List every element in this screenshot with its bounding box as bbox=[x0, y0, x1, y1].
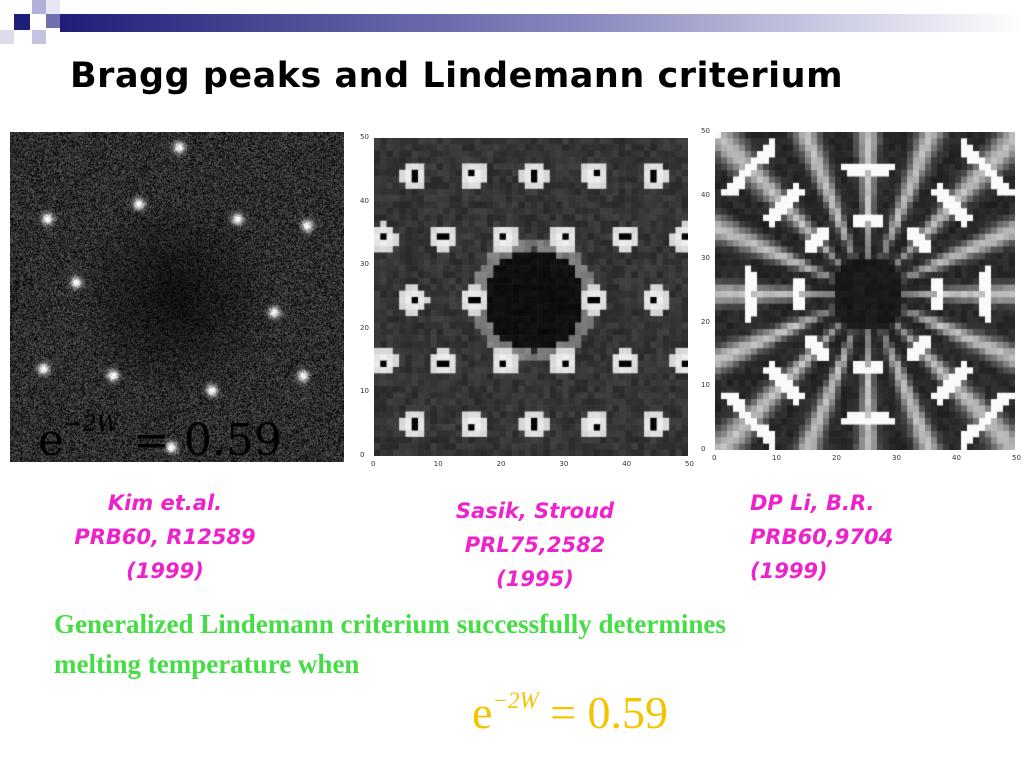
x-tick-label: 10 bbox=[433, 460, 443, 468]
caption-li: DP Li, B.R. PRB60,9704 (1999) bbox=[750, 491, 894, 583]
corner-decoration bbox=[0, 0, 1024, 44]
corner-square bbox=[46, 14, 60, 28]
x-tick-label: 30 bbox=[559, 460, 569, 468]
corner-square bbox=[46, 0, 60, 14]
x-tick-label: 10 bbox=[772, 454, 781, 462]
x-tick-label: 20 bbox=[496, 460, 506, 468]
x-tick-label: 20 bbox=[832, 454, 841, 462]
x-tick-label: 50 bbox=[1012, 454, 1021, 462]
corner-square bbox=[32, 30, 46, 44]
caption-sasik: Sasik, Stroud PRL75,2582 (1995) bbox=[455, 499, 615, 591]
y-tick-label: 0 bbox=[701, 445, 706, 453]
x-tick-label: 40 bbox=[622, 460, 632, 468]
diffraction-image-kim: e−2W = 0.59 bbox=[10, 132, 344, 466]
x-tick-label: 0 bbox=[371, 460, 376, 468]
corner-square bbox=[32, 0, 46, 14]
diffraction-canvas-left bbox=[10, 132, 344, 462]
caption-kim: Kim et.al. PRB60, R12589 (1999) bbox=[74, 491, 256, 583]
corner-gradient-bar bbox=[60, 14, 1024, 32]
y-tick-label: 10 bbox=[360, 387, 369, 396]
x-tick-label: 50 bbox=[685, 460, 694, 468]
y-tick-label: 50 bbox=[701, 127, 710, 135]
y-tick-label: 50 bbox=[360, 133, 369, 141]
y-tick-label: 10 bbox=[701, 381, 710, 390]
y-tick-label: 40 bbox=[360, 196, 369, 205]
slide-title: Bragg peaks and Lindemann criterium bbox=[70, 56, 844, 96]
corner-square bbox=[14, 14, 30, 30]
lindemann-formula: e−2W = 0.59 bbox=[472, 687, 669, 738]
structure-factor-canvas-mid bbox=[374, 138, 688, 456]
y-tick-label: 0 bbox=[360, 451, 365, 459]
y-tick-label: 30 bbox=[360, 260, 369, 269]
y-tick-label: 40 bbox=[701, 190, 710, 199]
x-tick-label: 40 bbox=[952, 454, 961, 462]
structure-factor-sasik: 0 10 20 30 40 50 0 10 20 30 40 50 bbox=[350, 130, 694, 470]
y-tick-label: 30 bbox=[701, 254, 710, 263]
x-tick-label: 30 bbox=[892, 454, 901, 462]
structure-factor-canvas-right bbox=[715, 132, 1015, 450]
overlay-formula: e−2W = 0.59 bbox=[38, 412, 282, 466]
x-tick-label: 0 bbox=[712, 454, 717, 462]
corner-square bbox=[0, 30, 14, 44]
body-text: Generalized Lindemann criterium successf… bbox=[54, 609, 726, 679]
structure-factor-li: 0 10 20 30 40 50 0 10 20 30 40 50 bbox=[701, 127, 1021, 468]
y-tick-label: 20 bbox=[701, 317, 710, 326]
y-tick-label: 20 bbox=[360, 323, 369, 332]
